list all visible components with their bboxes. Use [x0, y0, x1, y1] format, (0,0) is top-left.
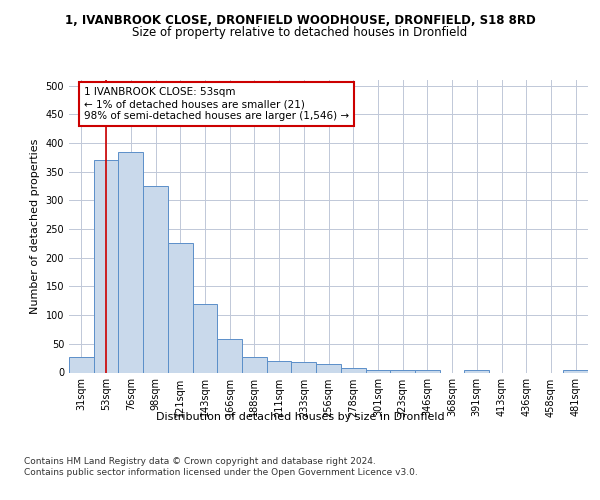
Bar: [143, 186, 168, 372]
Bar: [267, 361, 292, 372]
Text: Size of property relative to detached houses in Dronfield: Size of property relative to detached ho…: [133, 26, 467, 39]
Y-axis label: Number of detached properties: Number of detached properties: [30, 138, 40, 314]
Bar: [390, 370, 415, 372]
Bar: [94, 160, 118, 372]
Text: 1 IVANBROOK CLOSE: 53sqm
← 1% of detached houses are smaller (21)
98% of semi-de: 1 IVANBROOK CLOSE: 53sqm ← 1% of detache…: [84, 88, 349, 120]
Bar: [217, 339, 242, 372]
Bar: [365, 370, 390, 372]
Bar: [292, 362, 316, 372]
Text: Distribution of detached houses by size in Dronfield: Distribution of detached houses by size …: [155, 412, 445, 422]
Text: Contains HM Land Registry data © Crown copyright and database right 2024.
Contai: Contains HM Land Registry data © Crown c…: [24, 458, 418, 477]
Bar: [415, 370, 440, 372]
Bar: [464, 370, 489, 372]
Bar: [168, 244, 193, 372]
Bar: [341, 368, 365, 372]
Bar: [69, 357, 94, 372]
Text: 1, IVANBROOK CLOSE, DRONFIELD WOODHOUSE, DRONFIELD, S18 8RD: 1, IVANBROOK CLOSE, DRONFIELD WOODHOUSE,…: [65, 14, 535, 27]
Bar: [563, 370, 588, 372]
Bar: [316, 364, 341, 372]
Bar: [242, 357, 267, 372]
Bar: [193, 304, 217, 372]
Bar: [118, 152, 143, 372]
